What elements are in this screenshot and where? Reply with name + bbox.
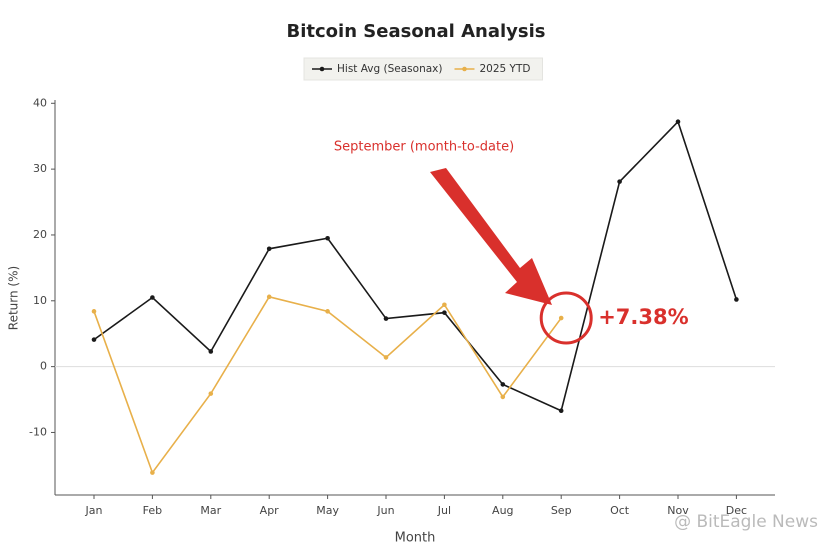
series-line	[93, 295, 562, 475]
point	[325, 235, 330, 241]
point	[383, 355, 389, 360]
y-tick-label: 30	[33, 162, 47, 175]
x-tick-label: Apr	[260, 504, 280, 517]
x-tick-label: Feb	[143, 504, 162, 517]
point	[266, 246, 272, 252]
chart-title: Bitcoin Seasonal Analysis	[287, 21, 546, 42]
point	[208, 349, 214, 354]
x-tick-label: Oct	[610, 504, 630, 517]
x-axis-label: Month	[395, 531, 436, 546]
point	[325, 309, 330, 314]
point	[500, 382, 506, 387]
watermark: @ BitEagle News	[674, 512, 818, 532]
point	[734, 297, 739, 302]
y-tick-label: -10	[29, 425, 47, 438]
x-tick-label: May	[316, 504, 339, 517]
x-tick-label: Aug	[492, 504, 513, 517]
value-label: +7.38%	[598, 305, 688, 329]
x-tick-label: Jan	[85, 504, 103, 517]
point	[91, 309, 97, 314]
y-tick-label: 10	[33, 294, 47, 307]
point	[150, 470, 155, 475]
point	[266, 294, 272, 300]
y-tick-label: 20	[33, 228, 47, 241]
legend-label: 2025 YTD	[479, 63, 530, 75]
point	[91, 337, 97, 342]
point	[500, 394, 506, 400]
legend-dot	[462, 66, 467, 72]
point	[675, 119, 681, 125]
legend-box	[303, 57, 543, 81]
x-tick-label: Dec	[726, 504, 747, 517]
x-tick-label: Jun	[376, 504, 394, 517]
highlight-circle	[539, 291, 593, 345]
point	[208, 391, 214, 396]
y-tick-label: 0	[40, 360, 47, 373]
y-tick-label: 40	[33, 96, 47, 109]
x-tick-label: Jul	[437, 504, 451, 517]
point	[383, 316, 389, 321]
arrow	[430, 168, 552, 305]
point	[558, 408, 564, 414]
x-tick-label: Sep	[551, 504, 572, 517]
point	[617, 179, 622, 184]
legend-label: Hist Avg (Seasonax)	[337, 63, 442, 75]
series-line	[93, 120, 738, 412]
x-tick-label: Nov	[667, 504, 689, 517]
y-axis-label: Return (%)	[7, 266, 21, 330]
point	[442, 302, 447, 308]
legend-dot	[319, 66, 325, 72]
point	[150, 295, 155, 300]
point	[442, 310, 447, 315]
annotation: September (month-to-date)	[334, 140, 514, 155]
point	[558, 315, 564, 321]
x-tick-label: Mar	[200, 504, 221, 517]
